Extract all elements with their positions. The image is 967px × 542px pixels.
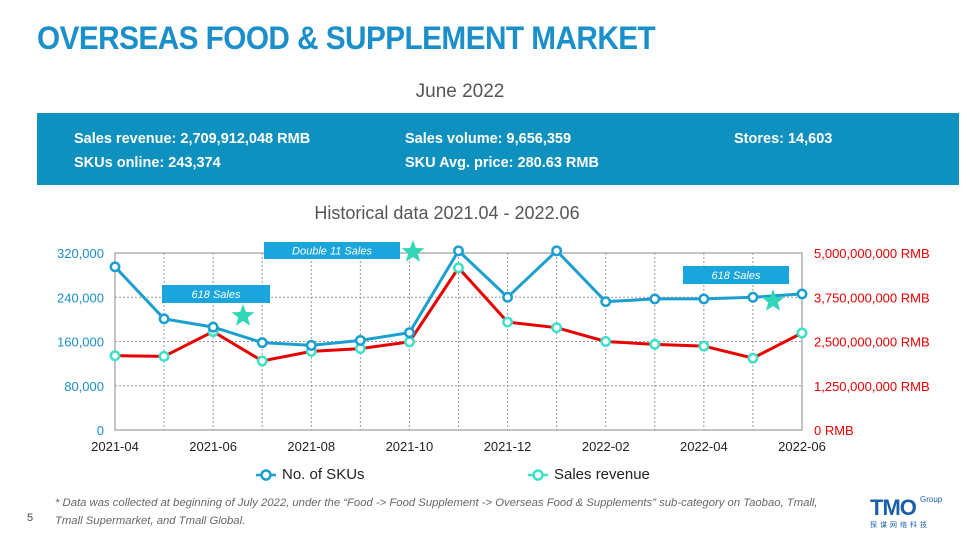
point-sales-revenue bbox=[747, 352, 759, 364]
point-sales-revenue bbox=[698, 340, 710, 352]
point-sales-revenue bbox=[551, 322, 563, 334]
annotation-box bbox=[683, 266, 789, 284]
point-skus bbox=[354, 334, 366, 346]
stat-sku-avg-price: SKU Avg. price: 280.63 RMB bbox=[405, 155, 599, 171]
logo-cn-text: 探谋网络科技 bbox=[870, 522, 930, 529]
stat-skus-online: SKUs online: 243,374 bbox=[74, 155, 221, 171]
point-skus bbox=[698, 293, 710, 305]
point-sales-revenue bbox=[796, 327, 808, 339]
point-sales-revenue bbox=[403, 336, 415, 348]
x-tick-label: 2021-08 bbox=[287, 439, 335, 454]
point-skus bbox=[747, 291, 759, 303]
y-left-tick-label: 320,000 bbox=[57, 246, 104, 261]
x-tick-label: 2021-10 bbox=[386, 439, 434, 454]
page-title: OVERSEAS FOOD & SUPPLEMENT MARKET bbox=[37, 20, 656, 56]
footnote: * Data was collected at beginning of Jul… bbox=[55, 497, 818, 527]
x-tick-label: 2022-06 bbox=[778, 439, 826, 454]
point-skus bbox=[649, 293, 661, 305]
y-right-tick-label: 0 RMB bbox=[814, 423, 854, 438]
x-tick-label: 2022-02 bbox=[582, 439, 630, 454]
y-right-tick-label: 3,750,000,000 RMB bbox=[814, 290, 930, 305]
point-skus bbox=[109, 261, 121, 273]
annotation-star-icon bbox=[761, 289, 785, 311]
x-tick-label: 2021-06 bbox=[189, 439, 237, 454]
stat-sales-volume: Sales volume: 9,656,359 bbox=[405, 131, 572, 147]
point-sales-revenue bbox=[256, 355, 268, 367]
y-left-tick-label: 80,000 bbox=[64, 379, 104, 394]
y-left-tick-label: 240,000 bbox=[57, 290, 104, 305]
point-skus bbox=[502, 291, 514, 303]
annotation-label: 618 Sales bbox=[192, 289, 241, 301]
page-number: 5 bbox=[27, 512, 34, 524]
annotation-box bbox=[162, 285, 270, 303]
y-right-tick-label: 5,000,000,000 RMB bbox=[814, 246, 930, 261]
stats-panel: Sales revenue: 2,709,912,048 RMB SKUs on… bbox=[37, 113, 959, 185]
point-sales-revenue bbox=[502, 316, 514, 328]
annotation-label: 618 Sales bbox=[712, 270, 761, 282]
x-tick-label: 2021-12 bbox=[484, 439, 532, 454]
line-chart: 0 0 RMB 80,000 1,250,000,000 RMB 160,000 2,50… bbox=[57, 240, 930, 454]
point-sales-revenue bbox=[649, 338, 661, 350]
y-left-tick-label: 0 bbox=[97, 423, 104, 438]
stat-stores: Stores: 14,603 bbox=[734, 131, 833, 147]
point-sales-revenue bbox=[109, 350, 121, 362]
point-skus bbox=[256, 337, 268, 349]
point-sales-revenue bbox=[600, 336, 612, 347]
legend-revenue-label: Sales revenue bbox=[554, 466, 650, 483]
point-skus bbox=[600, 296, 612, 308]
y-left-tick-label: 160,000 bbox=[57, 335, 104, 350]
legend-skus-marker bbox=[256, 469, 276, 481]
y-right-tick-label: 2,500,000,000 RMB bbox=[814, 335, 930, 350]
y-right-tick-label: 1,250,000,000 RMB bbox=[814, 379, 930, 394]
page-subtitle: June 2022 bbox=[415, 81, 505, 102]
point-skus bbox=[305, 339, 317, 351]
point-skus bbox=[158, 313, 170, 325]
tmo-logo: TMO Group 探谋网络科技 bbox=[870, 495, 950, 531]
chart-title: Historical data 2021.04 - 2022.06 bbox=[314, 203, 580, 223]
x-tick-label: 2022-04 bbox=[680, 439, 728, 454]
point-skus bbox=[453, 245, 464, 257]
legend-revenue-marker bbox=[528, 469, 548, 481]
point-sales-revenue bbox=[158, 350, 170, 362]
stat-sales-revenue: Sales revenue: 2,709,912,048 RMB bbox=[74, 131, 311, 147]
point-sales-revenue bbox=[453, 262, 464, 274]
point-skus bbox=[551, 245, 563, 257]
logo-text: TMO bbox=[870, 495, 917, 520]
annotation-star-icon bbox=[231, 304, 255, 326]
annotation-box bbox=[264, 242, 400, 259]
x-tick-label: 2021-04 bbox=[91, 439, 139, 454]
annotation-label: Double 11 Sales bbox=[292, 246, 372, 258]
annotation-star-icon bbox=[401, 240, 425, 262]
point-skus bbox=[207, 321, 219, 333]
point-skus bbox=[796, 288, 808, 300]
legend-skus-label: No. of SKUs bbox=[282, 466, 365, 483]
point-skus bbox=[403, 327, 415, 339]
logo-group-text: Group bbox=[920, 495, 943, 504]
